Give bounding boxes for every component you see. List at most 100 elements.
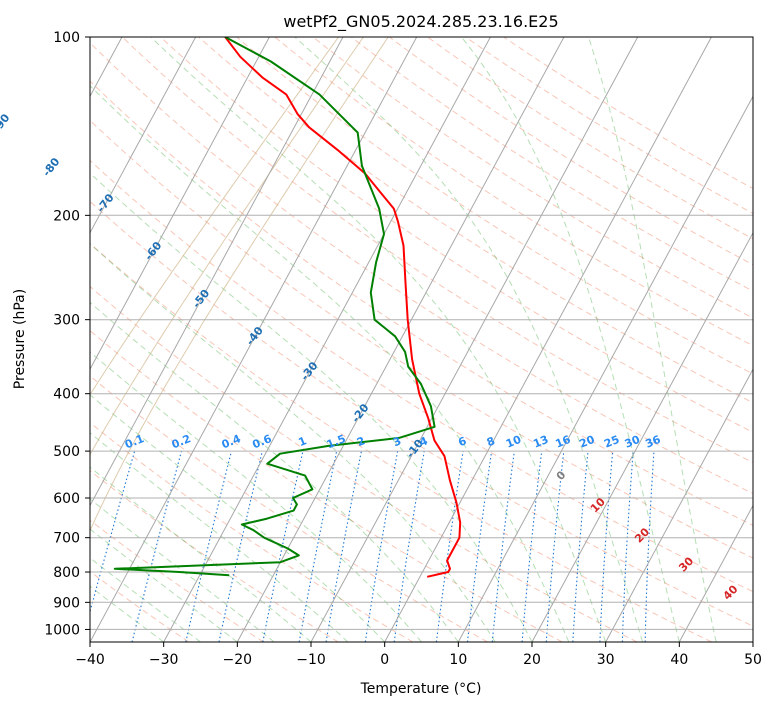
y-tick-label: 400 <box>53 387 80 403</box>
saturation-reference-line <box>90 37 340 396</box>
moist-adiabat-line <box>90 528 238 642</box>
dry-adiabat-line <box>90 570 190 642</box>
mixing-ratio-line <box>435 451 464 642</box>
dry-adiabat-line <box>121 37 753 464</box>
dry-adiabat-line <box>90 329 563 642</box>
moist-adiabat-line <box>294 37 643 642</box>
saturation-reference-line <box>90 37 389 532</box>
isotherm-gridline <box>310 37 639 642</box>
moist-adiabat-line <box>90 351 422 642</box>
isotherm-gridline <box>678 504 753 642</box>
mixing-ratio-line <box>90 450 136 614</box>
dry-adiabat-line <box>90 159 753 593</box>
dry-adiabat-line <box>90 285 638 642</box>
isotherm-gridline <box>457 95 753 642</box>
x-tick-label: 40 <box>670 652 688 668</box>
y-tick-label: 900 <box>53 595 80 611</box>
mixing-ratio-label: 8 <box>485 434 497 449</box>
grid-lines <box>0 0 753 642</box>
x-tick-label: −20 <box>223 652 253 668</box>
x-tick-label: −40 <box>75 652 105 668</box>
mixing-ratio-label: 13 <box>531 433 550 451</box>
mixing-ratio-label: 16 <box>553 433 572 451</box>
mixing-ratio-label: 1 <box>297 434 309 449</box>
moist-adiabat-line <box>461 37 680 642</box>
mixing-ratio-line <box>262 450 304 642</box>
isotherm-gridline <box>90 37 418 642</box>
moist-adiabat-line <box>90 394 386 642</box>
y-tick-label: 1000 <box>44 622 80 638</box>
isotherm-gridline <box>605 368 753 642</box>
plot-frame <box>89 36 754 643</box>
mixing-ratio-label: 3 <box>391 434 403 449</box>
isotherm-gridline <box>90 37 123 98</box>
isotherm-label: -90 <box>0 111 13 135</box>
temperature-profile-line <box>224 37 462 578</box>
mixing-ratio-label: 2 <box>355 434 367 449</box>
x-tick-label: 20 <box>523 652 541 668</box>
mixing-ratio-line <box>185 450 233 642</box>
dry-adiabat-line <box>90 119 753 559</box>
isotherm-gridline <box>531 231 753 642</box>
moist-adiabat-line <box>90 432 349 642</box>
mixing-ratio-line <box>466 451 493 642</box>
axes: −40 −30 −20 −10 0 10 20 30 40 50 100 200 300 400 500 60… <box>44 30 762 668</box>
x-tick-label: 50 <box>744 652 762 668</box>
mixing-ratio-label: 30 <box>623 433 642 451</box>
mixing-ratio-label: 36 <box>643 433 662 451</box>
moist-adiabat-line <box>90 243 496 642</box>
dry-adiabat-line <box>350 37 753 292</box>
mixing-ratio-line <box>393 451 425 642</box>
moist-adiabat-line <box>90 585 164 642</box>
dry-adiabat-line <box>90 242 712 642</box>
chart-title: wetPf2_GN05.2024.285.23.16.E25 <box>283 12 558 32</box>
mixing-ratio-label: 20 <box>578 433 597 451</box>
y-tick-label: 700 <box>53 531 80 547</box>
moist-adiabat-line <box>90 85 570 642</box>
dry-adiabat-line <box>90 470 339 642</box>
y-tick-label: 800 <box>53 565 80 581</box>
isotherm-gridline <box>384 37 712 642</box>
y-tick-label: 200 <box>53 208 80 224</box>
plot-background <box>90 37 753 642</box>
moist-adiabat-line <box>90 557 201 642</box>
moist-adiabat-line <box>588 37 717 642</box>
mixing-ratio-line <box>545 451 565 642</box>
isotherm-gridline <box>236 37 565 642</box>
x-tick-label: 30 <box>597 652 615 668</box>
moist-adiabat-line <box>150 37 607 642</box>
x-tick-label: −10 <box>296 652 326 668</box>
isotherm-gridline <box>90 37 270 371</box>
isotherm-gridline <box>90 37 197 234</box>
mixing-ratio-line <box>491 451 515 642</box>
y-tick-label: 600 <box>53 491 80 507</box>
dry-adiabat-line <box>90 42 753 495</box>
profile-series <box>113 37 462 578</box>
isotherm-gridline <box>752 640 753 642</box>
x-tick-label: 0 <box>380 652 389 668</box>
isotherm-gridline <box>0 0 6 642</box>
isotherm-gridline <box>163 37 491 642</box>
dry-adiabat-line <box>236 37 753 375</box>
y-tick-label: 300 <box>53 313 80 329</box>
moist-adiabat-line <box>90 172 533 642</box>
dewpoint-profile-line <box>113 37 436 577</box>
mixing-ratio-line <box>572 451 589 642</box>
dry-adiabat-line <box>274 37 753 347</box>
mixing-ratio-line <box>521 451 543 642</box>
dry-adiabat-line <box>90 421 414 642</box>
y-axis-label: Pressure (hPa) <box>12 289 28 389</box>
mixing-ratio-label: 25 <box>602 433 621 451</box>
dry-adiabat-line <box>90 200 753 627</box>
x-tick-label: −30 <box>149 652 179 668</box>
y-tick-label: 500 <box>53 444 80 460</box>
mixing-ratio-label: 10 <box>504 433 523 451</box>
saturation-reference-line <box>90 37 365 456</box>
x-axis-label: Temperature (°C) <box>360 681 482 697</box>
x-tick-label: 10 <box>449 652 467 668</box>
y-tick-label: 100 <box>53 30 80 46</box>
moist-adiabat-line <box>90 301 459 642</box>
dry-adiabat-line <box>90 375 488 642</box>
isotherm-label: -80 <box>40 155 63 179</box>
